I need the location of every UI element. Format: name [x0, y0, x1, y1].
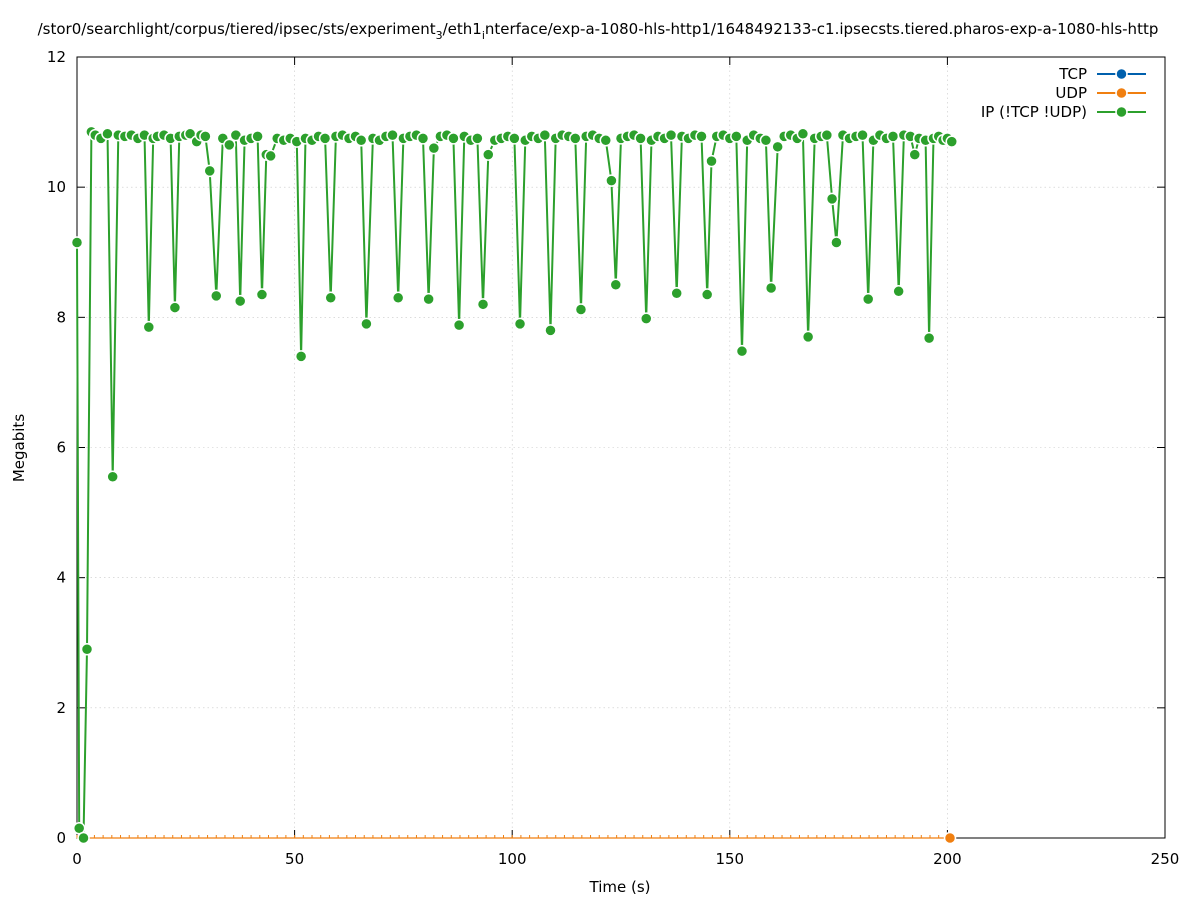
data-point [796, 127, 810, 141]
data-point [538, 128, 552, 142]
y-tick-label: 2 [56, 699, 66, 717]
data-point [482, 148, 495, 161]
data-point [360, 317, 373, 331]
x-axis-label: Time (s) [589, 878, 651, 896]
data-point [251, 130, 264, 143]
data-point [886, 130, 900, 143]
legend-label: IP (!TCP !UDP) [981, 103, 1087, 121]
data-point [422, 292, 435, 306]
x-tick-label: 250 [1151, 850, 1180, 868]
x-tick-label: 200 [933, 850, 962, 868]
y-tick-label: 0 [56, 829, 66, 847]
data-point [861, 292, 875, 306]
data-point [664, 128, 678, 142]
data-point [223, 138, 236, 152]
data-point [605, 174, 618, 187]
legend-label: UDP [1055, 84, 1087, 102]
data-point [759, 134, 773, 147]
x-tick-label: 0 [72, 850, 82, 868]
data-point [574, 303, 588, 316]
data-point [856, 128, 869, 142]
udp-point [943, 831, 957, 845]
series-udp [76, 831, 957, 845]
data-point [391, 291, 405, 305]
data-point [447, 132, 460, 145]
data-point [830, 236, 843, 249]
data-point [77, 831, 90, 845]
data-point [695, 130, 708, 143]
axis-ticks: 0 50 100 150 200 250 0 2 4 6 8 10 12 [47, 48, 1179, 868]
data-point [324, 291, 337, 305]
data-point [427, 141, 441, 155]
y-tick-label: 12 [47, 48, 66, 66]
data-point [513, 317, 527, 331]
data-point [634, 132, 647, 145]
y-tick-label: 4 [56, 569, 66, 587]
data-point [476, 298, 490, 311]
data-point [255, 288, 269, 301]
legend-label: TCP [1058, 65, 1087, 83]
data-point [203, 164, 216, 178]
data-point [764, 281, 778, 295]
data-point [210, 289, 223, 303]
chart-title: /stor0/searchlight/corpus/tiered/ipsec/s… [38, 20, 1159, 42]
series-ip-tcp-udp [70, 125, 959, 845]
data-point [945, 135, 959, 148]
x-tick-label: 100 [498, 850, 527, 868]
data-point [70, 236, 84, 249]
data-point [508, 132, 521, 145]
data-point [639, 312, 653, 325]
data-point [908, 148, 922, 161]
data-point [354, 134, 368, 147]
series-layer [70, 125, 959, 845]
data-point [452, 318, 466, 332]
legend-marker [1115, 67, 1128, 81]
data-point [142, 320, 156, 334]
data-point [801, 330, 815, 344]
data-point [294, 350, 308, 363]
data-point [168, 301, 182, 314]
y-tick-label: 10 [47, 178, 66, 196]
data-point [599, 134, 613, 147]
data-point [471, 132, 484, 145]
y-axis-label: Megabits [10, 414, 28, 482]
data-point [386, 128, 399, 142]
data-point [700, 288, 714, 301]
data-point [820, 128, 834, 142]
data-point [318, 132, 332, 145]
data-point [416, 132, 430, 145]
grid-lines [77, 57, 1165, 838]
data-point [569, 132, 582, 145]
legend-marker [1115, 105, 1128, 119]
series-line [76, 129, 953, 839]
data-point [199, 130, 212, 143]
legend-marker [1115, 86, 1128, 100]
data-point [825, 192, 839, 206]
x-tick-label: 50 [285, 850, 304, 868]
data-point [705, 154, 718, 168]
data-point [544, 324, 557, 337]
data-point [101, 127, 114, 141]
data-point [106, 470, 119, 484]
data-point [233, 294, 247, 308]
data-point [264, 149, 277, 163]
x-tick-label: 150 [715, 850, 744, 868]
data-point [735, 344, 749, 358]
y-tick-label: 6 [56, 439, 66, 457]
data-point [670, 287, 683, 300]
data-point [892, 285, 905, 298]
data-point [80, 643, 94, 656]
data-point [771, 140, 784, 154]
data-point [730, 130, 743, 143]
data-point [609, 278, 623, 292]
y-tick-label: 8 [56, 308, 66, 326]
data-point [922, 331, 936, 345]
